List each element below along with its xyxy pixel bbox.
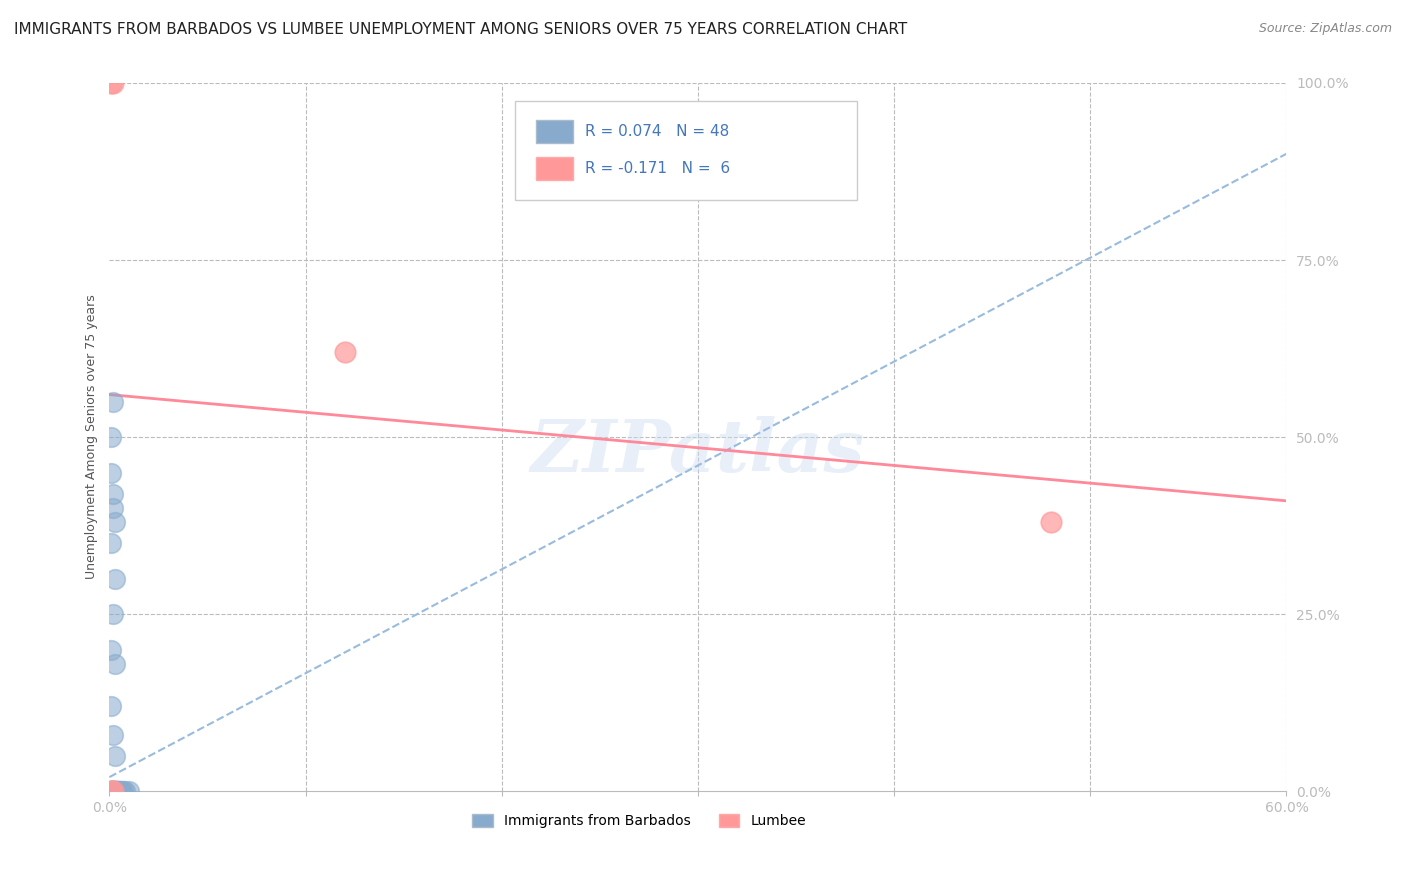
FancyBboxPatch shape: [536, 157, 574, 180]
Point: [100, 430, 122, 444]
FancyBboxPatch shape: [516, 101, 856, 200]
Point: [103, 500, 125, 515]
Point: [104, 748, 127, 763]
Point: [103, 784, 125, 798]
Point: [103, 784, 125, 798]
Point: [110, 784, 132, 798]
Point: [100, 784, 122, 798]
Point: [103, 76, 125, 90]
Point: [104, 784, 127, 798]
Point: [103, 784, 125, 798]
Point: [104, 784, 127, 798]
Point: [103, 784, 125, 798]
Point: [100, 784, 122, 798]
Point: [100, 76, 122, 90]
Point: [100, 784, 122, 798]
Point: [100, 784, 122, 798]
Text: IMMIGRANTS FROM BARBADOS VS LUMBEE UNEMPLOYMENT AMONG SENIORS OVER 75 YEARS CORR: IMMIGRANTS FROM BARBADOS VS LUMBEE UNEMP…: [14, 22, 907, 37]
Point: [114, 784, 136, 798]
Point: [104, 784, 127, 798]
Text: R = -0.171   N =  6: R = -0.171 N = 6: [585, 161, 730, 176]
Point: [112, 784, 135, 798]
Text: R = 0.074   N = 48: R = 0.074 N = 48: [585, 124, 730, 139]
Point: [1040, 515, 1063, 529]
Point: [103, 784, 125, 798]
Point: [100, 784, 122, 798]
Point: [104, 784, 127, 798]
Text: Source: ZipAtlas.com: Source: ZipAtlas.com: [1258, 22, 1392, 36]
Point: [100, 466, 122, 480]
Point: [103, 784, 125, 798]
Point: [100, 784, 122, 798]
Point: [104, 657, 127, 671]
Point: [104, 515, 127, 529]
Point: [100, 642, 122, 657]
Point: [105, 784, 128, 798]
Point: [333, 345, 356, 359]
Point: [103, 728, 125, 742]
Point: [104, 784, 127, 798]
Point: [100, 784, 122, 798]
Point: [100, 699, 122, 714]
Point: [103, 784, 125, 798]
Point: [108, 784, 131, 798]
Point: [118, 784, 141, 798]
Legend: Immigrants from Barbados, Lumbee: Immigrants from Barbados, Lumbee: [467, 809, 811, 834]
Point: [108, 784, 131, 798]
Point: [103, 784, 125, 798]
FancyBboxPatch shape: [536, 120, 574, 143]
Point: [105, 784, 128, 798]
Point: [103, 607, 125, 622]
Point: [104, 784, 127, 798]
Point: [103, 784, 125, 798]
Point: [110, 784, 132, 798]
Text: ZIPatlas: ZIPatlas: [531, 416, 865, 487]
Point: [103, 394, 125, 409]
Point: [100, 784, 122, 798]
Point: [100, 784, 122, 798]
Y-axis label: Unemployment Among Seniors over 75 years: Unemployment Among Seniors over 75 years: [86, 294, 98, 580]
Point: [105, 784, 128, 798]
Point: [103, 487, 125, 501]
Point: [108, 784, 131, 798]
Point: [104, 572, 127, 586]
Point: [100, 536, 122, 550]
Point: [105, 784, 128, 798]
